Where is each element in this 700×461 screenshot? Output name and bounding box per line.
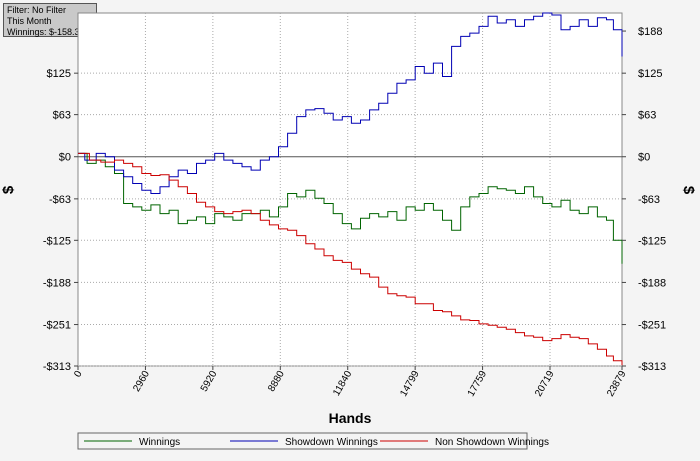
y-tick-label-left: $63 (53, 110, 71, 122)
legend-box (77, 432, 528, 450)
filter-label: Filter: No Filter (7, 5, 67, 15)
y-tick-label-left: -$313 (43, 361, 71, 373)
period-label: This Month (7, 16, 52, 26)
legend-entry-non-showdown-label: Non Showdown Winnings (435, 437, 549, 448)
x-tick-label: 8880 (266, 369, 287, 394)
y-tick-label-right: -$313 (638, 361, 666, 373)
y-axis-label-left: $ (0, 185, 17, 194)
y-tick-label-right: $63 (638, 110, 656, 122)
x-tick-label: 11840 (331, 369, 354, 398)
y-axis-label-right: $ (680, 186, 697, 195)
y-tick-label-right: -$251 (638, 320, 666, 332)
y-tick-label-left: -$251 (43, 320, 71, 332)
y-tick-label-right: $188 (638, 26, 662, 38)
y-tick-label-left: -$188 (43, 277, 71, 289)
y-axis-left: $125 $63 $0 -$63 -$125 -$188 -$251 -$313 (43, 68, 78, 373)
x-axis: 0 2960 5920 8880 11840 14799 17759 20719 23879 (72, 366, 629, 399)
x-tick-label: 0 (72, 369, 85, 380)
winnings-summary: Winnings: $-158.38 (7, 27, 85, 37)
y-tick-label-left: -$125 (43, 235, 71, 247)
y-tick-label-right: $125 (638, 68, 662, 80)
y-tick-label-right: -$63 (638, 194, 660, 206)
x-tick-label: 2960 (131, 369, 152, 394)
y-tick-label-right: -$188 (638, 277, 666, 289)
y-tick-label-left: $125 (47, 68, 71, 80)
y-tick-label-right: -$125 (638, 235, 666, 247)
legend-entry-showdown-label: Showdown Winnings (285, 437, 378, 448)
x-tick-label: 23879 (605, 369, 629, 399)
x-tick-label: 20719 (533, 369, 557, 399)
series-line-3 (78, 152, 623, 366)
legend-entry-winnings-label: Winnings (139, 437, 180, 448)
y-tick-label-right: $0 (638, 152, 650, 164)
y-axis-right: $188 $125 $63 $0 -$63 -$125 -$188 -$251 -$313 (622, 26, 666, 373)
plot-area (77, 12, 623, 367)
series-line-1 (78, 152, 623, 264)
legend: Winnings Showdown Winnings Non Showdown Wi… (77, 432, 549, 450)
x-tick-label: 17759 (466, 369, 490, 399)
y-tick-label-left: -$63 (49, 194, 71, 206)
x-tick-label: 5920 (199, 369, 220, 394)
grid-lines (78, 13, 622, 367)
x-tick-label: 14799 (398, 369, 422, 399)
x-axis-label: Hands (329, 410, 372, 426)
series-layer (78, 12, 623, 366)
y-tick-label-left: $0 (59, 152, 71, 164)
